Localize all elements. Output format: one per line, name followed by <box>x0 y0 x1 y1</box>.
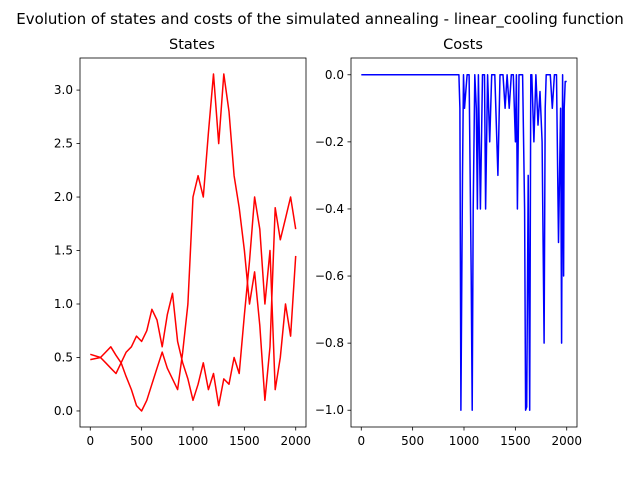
states-ytick-label: 3.0 <box>54 83 73 97</box>
states-xtick-label: 0 <box>86 434 94 448</box>
costs-ytick-label: −0.4 <box>315 202 344 216</box>
states-ytick-label: 2.5 <box>54 137 73 151</box>
costs-ytick-label: −1.0 <box>315 403 344 417</box>
figure-suptitle: Evolution of states and costs of the sim… <box>16 10 624 29</box>
costs-xtick-label: 2000 <box>551 434 582 448</box>
states-plot-area: 0 500 1000 1500 2000 0.0 0.5 1.0 1.5 2.0 2.5 3.0 <box>54 57 311 448</box>
costs-xtick-label: 0 <box>357 434 365 448</box>
states-title: States <box>169 37 215 53</box>
costs-xtick-label: 500 <box>401 434 424 448</box>
states-xtick-label: 500 <box>130 434 153 448</box>
costs-xtick-label: 1500 <box>500 434 531 448</box>
costs-ytick-label: −0.8 <box>315 336 344 350</box>
costs-xtick-label: 1000 <box>449 434 480 448</box>
costs-plot-area: 0 500 1000 1500 2000 0.0 −0.2 −0.4 −0.6 −0.8 −1.0 <box>315 57 582 448</box>
states-ytick-label: 1.0 <box>54 297 73 311</box>
costs-ytick-label: 0.0 <box>325 68 344 82</box>
states-axes: States 0 500 1000 1500 2000 0.0 0.5 1.0 1.5 2.0 2.… <box>54 37 311 448</box>
states-xtick-label: 1500 <box>229 434 260 448</box>
states-ytick-label: 1.5 <box>54 244 73 258</box>
states-xtick-label: 2000 <box>280 434 311 448</box>
costs-ytick-label: −0.6 <box>315 269 344 283</box>
costs-ytick-label: −0.2 <box>315 135 344 149</box>
costs-axes: Costs 0 500 1000 1500 2000 0.0 −0.2 −0.4 −0.6 −0.… <box>315 37 582 448</box>
states-ytick-label: 0.5 <box>54 350 73 364</box>
costs-series-line-0 <box>361 74 567 411</box>
states-ytick-label: 0.0 <box>54 404 73 418</box>
states-series-line-0 <box>90 73 297 412</box>
states-series-line-1 <box>90 196 297 407</box>
states-xtick-label: 1000 <box>178 434 209 448</box>
costs-title: Costs <box>443 37 483 53</box>
states-ytick-label: 2.0 <box>54 190 73 204</box>
